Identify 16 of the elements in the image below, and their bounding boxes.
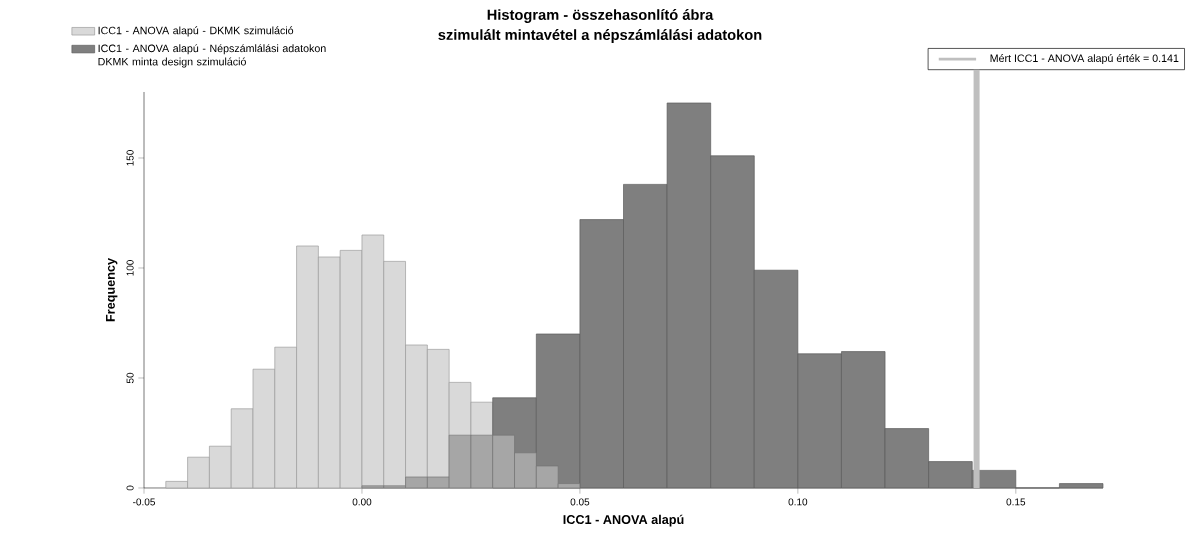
x-axis-title: ICC1 - ANOVA alapú — [563, 514, 684, 527]
x-tick-label: 0.10 — [788, 498, 808, 506]
y-tick-label: 100 — [126, 260, 134, 276]
legend-label: ICC1 - ANOVA alapú - DKMK szimuláció — [98, 26, 294, 37]
legend-label: Mért ICC1 - ANOVA alapú érték = 0.141 — [990, 54, 1179, 65]
x-tick-label: -0.05 — [133, 498, 155, 506]
legend-label: ICC1 - ANOVA alapú - Népszámlálási adatokon DKMK minta design szimuláció — [98, 44, 326, 68]
y-tick-label: 0 — [126, 485, 134, 491]
y-axis-title: Frequency — [106, 258, 118, 322]
chart-subtitle: szimulált mintavétel a népszámlálási adatokon — [438, 29, 762, 43]
x-tick-label: 0.00 — [352, 498, 372, 506]
x-tick-label: 0.05 — [570, 498, 590, 506]
chart-title: Histogram - összehasonlító ábra — [487, 9, 714, 23]
y-tick-label: 150 — [126, 150, 134, 166]
x-tick-label: 0.15 — [1006, 498, 1026, 506]
y-tick-label: 50 — [126, 372, 134, 384]
